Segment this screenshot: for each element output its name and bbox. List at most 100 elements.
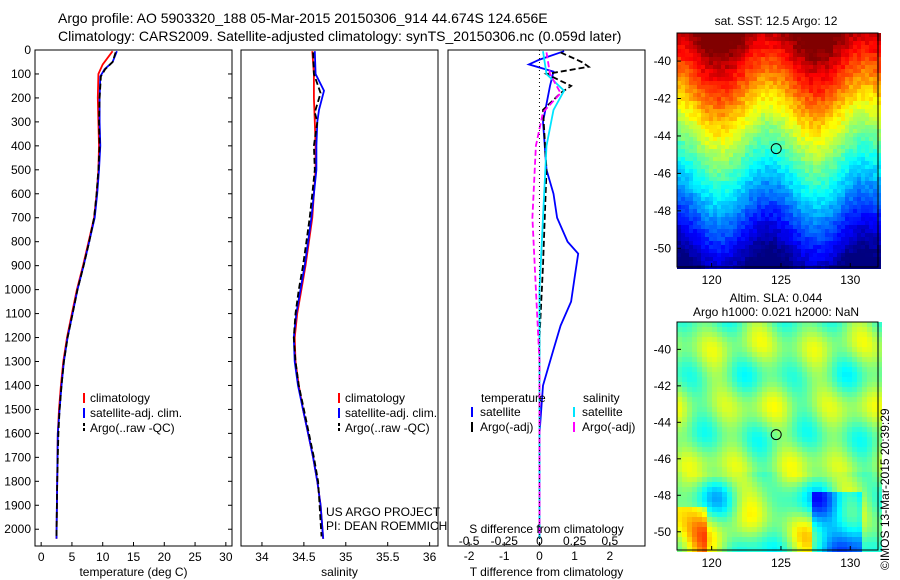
plot-title-line-2: Climatology: CARS2009. Satellite-adjuste… xyxy=(58,28,622,44)
x-tick-label: 0 xyxy=(38,550,45,564)
x-tick-label: 34 xyxy=(255,550,269,564)
plot-frame xyxy=(34,49,233,547)
y-tick-label: 800 xyxy=(11,235,31,249)
difference-profile-plot: T difference from climatology -2 -1 0 1 2 -0.5… xyxy=(447,49,646,579)
y-tick-label: 1400 xyxy=(4,378,31,392)
legend-label: Argo(..raw -QC) xyxy=(345,421,430,435)
y-tick-label: -42 xyxy=(654,92,672,106)
legend-label: Argo(-adj) xyxy=(480,420,533,434)
x-tick-label: 20 xyxy=(158,550,172,564)
sst-heatmap-cells xyxy=(677,33,881,269)
x2-tick-label: 0 xyxy=(536,534,543,548)
y-tick-label: -40 xyxy=(654,342,672,356)
sla-map-title-line-1: Altim. SLA: 0.044 xyxy=(730,291,823,305)
y-tick-label: 1100 xyxy=(5,307,31,321)
y-tick-label: 400 xyxy=(11,139,31,153)
y-tick-label: -42 xyxy=(654,379,672,393)
x-axis-label: salinity xyxy=(321,565,358,579)
y-tick-label: -44 xyxy=(654,415,672,429)
legend-label: climatology xyxy=(345,391,405,405)
x2-tick-label: 0.5 xyxy=(601,534,618,548)
y-tick-label: 1600 xyxy=(4,426,31,440)
sst-map-plot: 120 125 130 -40 -42 -44 -46 -48 -50 sat. SST: 12.… xyxy=(654,14,881,287)
y-tick-label: -40 xyxy=(654,54,672,68)
x-tick-label: 120 xyxy=(702,273,722,287)
y-tick-label: 500 xyxy=(11,163,31,177)
y-tick-label: 1200 xyxy=(4,331,31,345)
x2-tick-label: 0.25 xyxy=(563,534,587,548)
y-tick-label: 1800 xyxy=(4,474,31,488)
x-tick-label: 34.5 xyxy=(292,550,316,564)
sla-heatmap-cells xyxy=(677,322,882,552)
legend-label: satellite-adj. clim. xyxy=(345,406,437,420)
y-tick-label: 1900 xyxy=(4,498,31,512)
y-tick-label: -46 xyxy=(654,452,672,466)
x-tick-label: 15 xyxy=(127,550,141,564)
x-axis-label: T difference from climatology xyxy=(470,565,624,579)
series-line-argo-raw-qc- xyxy=(55,52,117,537)
y-tick-label: 1000 xyxy=(4,283,31,297)
y-tick-label: -50 xyxy=(654,241,672,255)
x2-tick-label: -0.25 xyxy=(491,534,519,548)
legend-label: satellite xyxy=(480,405,521,419)
plot-frame xyxy=(240,49,439,547)
map-frame xyxy=(676,32,879,268)
credit-line-2: PI: DEAN ROEMMICH xyxy=(326,519,448,533)
legend-header: temperature xyxy=(481,391,546,405)
x-tick-label: 1 xyxy=(571,549,578,563)
plot-frame xyxy=(447,49,646,547)
x-tick-label: 130 xyxy=(840,273,860,287)
legend-header: salinity xyxy=(583,391,620,405)
x-tick-label: 36 xyxy=(423,550,437,564)
sla-map-plot: 120 125 130 -40 -42 -44 -46 -48 -50 Altim. SLA: 0… xyxy=(654,291,882,570)
x-tick-label: 120 xyxy=(702,556,722,570)
y-tick-label: -48 xyxy=(654,488,672,502)
y-tick-label: -50 xyxy=(654,525,672,539)
argo-float-marker xyxy=(770,429,782,441)
legend-label: Argo(..raw -QC) xyxy=(90,421,175,435)
x-tick-label: 30 xyxy=(219,550,233,564)
y-tick-label: 1300 xyxy=(4,354,31,368)
y-tick-label: 700 xyxy=(11,211,31,225)
x-tick-label: 125 xyxy=(771,273,791,287)
legend-label: satellite-adj. clim. xyxy=(90,406,182,420)
x-tick-label: 0 xyxy=(536,549,543,563)
y-tick-label: 2000 xyxy=(4,522,31,536)
x-tick-label: 130 xyxy=(840,556,860,570)
x-tick-label: -2 xyxy=(464,549,475,563)
x-tick-label: -1 xyxy=(499,549,510,563)
series-line-temperature-argo-adj- xyxy=(538,51,592,537)
series-line-argo-raw-qc- xyxy=(292,52,323,537)
y-tick-label: 1500 xyxy=(4,402,31,416)
y-tick-label: 1700 xyxy=(4,450,31,464)
y-tick-label: 200 xyxy=(11,91,31,105)
sla-map-title-line-2: Argo h1000: 0.021 h2000: NaN xyxy=(693,305,859,319)
series-line-salinity-argo-adj- xyxy=(531,52,562,537)
imos-watermark: ©IMOS 13-Mar-2015 20:39:29 xyxy=(878,408,892,570)
y-tick-label: -48 xyxy=(654,204,672,218)
y-tick-label: -46 xyxy=(654,166,672,180)
x-tick-label: 25 xyxy=(188,550,202,564)
credit-line-1: US ARGO PROJECT xyxy=(326,505,441,519)
salinity-profile-plot: 34 34.5 35 35.5 36 salinity climatologysatelli… xyxy=(240,49,439,579)
x-tick-label: 2 xyxy=(606,549,613,563)
y-tick-label: 100 xyxy=(11,67,31,81)
legend-label: climatology xyxy=(90,391,150,405)
x-tick-label: 5 xyxy=(69,550,76,564)
legend-label: satellite xyxy=(582,405,623,419)
map-frame xyxy=(676,321,879,551)
x-tick-label: 125 xyxy=(771,556,791,570)
y-tick-label: 300 xyxy=(11,115,31,129)
y-tick-label: 0 xyxy=(24,43,31,57)
y-tick-label: -44 xyxy=(654,129,672,143)
argo-float-marker xyxy=(770,143,782,155)
x-tick-label: 10 xyxy=(96,550,110,564)
x-tick-label: 35.5 xyxy=(376,550,400,564)
y-tick-label: 600 xyxy=(11,187,31,201)
x-tick-label: 35 xyxy=(339,550,353,564)
sst-map-title: sat. SST: 12.5 Argo: 12 xyxy=(715,14,838,28)
x2-tick-label: -0.5 xyxy=(459,534,480,548)
temperature-profile-plot: 0 5 10 15 20 25 300100200300400500600700800900… xyxy=(4,43,233,579)
plot-title-line-1: Argo profile: AO 5903320_188 05-Mar-2015… xyxy=(58,10,548,26)
